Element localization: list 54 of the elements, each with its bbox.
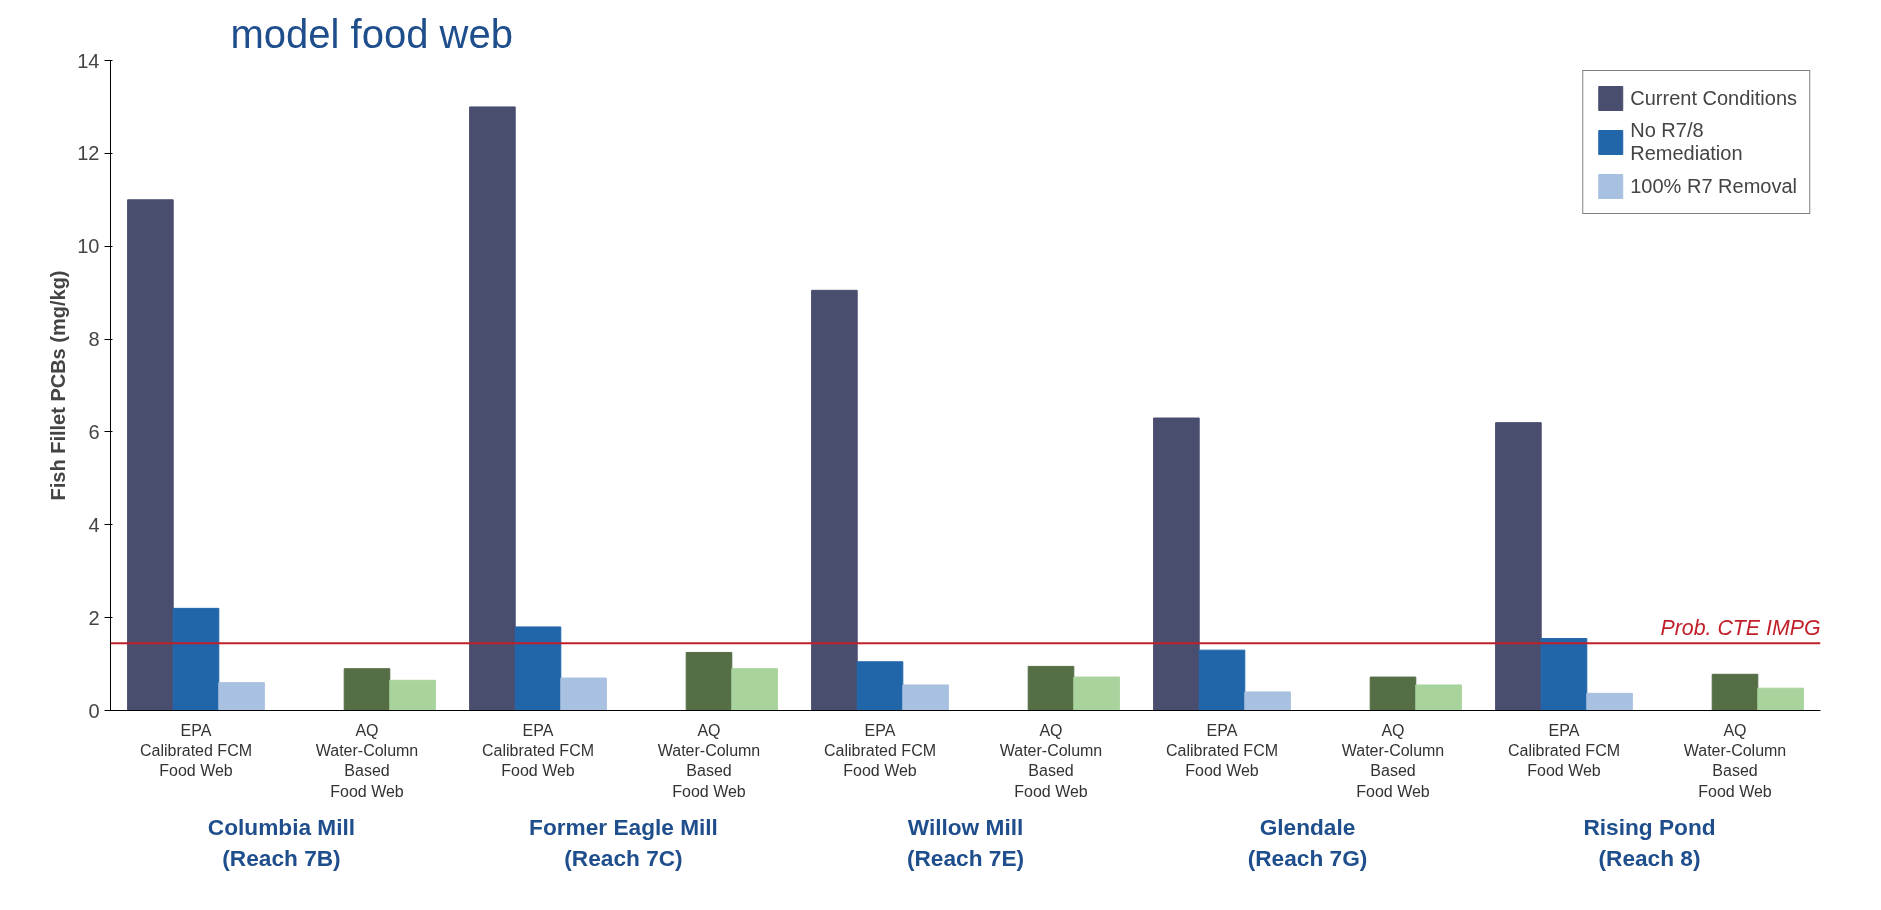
y-tick-label: 8 (88, 328, 100, 351)
y-tick-label: 6 (88, 420, 100, 443)
bar (856, 661, 904, 711)
y-tick-label: 0 (88, 699, 100, 722)
legend-label: Current Conditions (1630, 86, 1797, 110)
bar (514, 626, 562, 711)
bar (1415, 684, 1462, 711)
bar (731, 668, 778, 711)
text: Willow Mill (Reach 7E) (906, 813, 1025, 871)
bar (218, 682, 265, 711)
chart-title: model food web (230, 11, 513, 56)
bar (389, 679, 436, 711)
x-tick-label: EPA Calibrated FCM Food Web (823, 721, 937, 780)
y-tick-label: 12 (77, 142, 100, 165)
bar (1540, 638, 1588, 711)
y-tick-label: 4 (88, 513, 100, 536)
legend-label: No R7/8 Remediation (1630, 119, 1743, 165)
bar (1153, 417, 1200, 711)
bar (1757, 687, 1804, 711)
y-tick-label: 10 (77, 235, 100, 258)
y-axis-title: Fish Fillet PCBs (mg/kg) (47, 270, 70, 501)
bar (1027, 665, 1075, 711)
x-tick-label: EPA Calibrated FCM Food Web (1507, 721, 1621, 780)
bar (1198, 649, 1246, 711)
bar (685, 651, 733, 711)
x-tick-label: AQ Water-Column Based Food Web (1683, 721, 1787, 800)
bar (1711, 673, 1759, 711)
bar (172, 607, 220, 711)
bar (1073, 676, 1120, 711)
text: Columbia Mill (Reach 7B) (207, 813, 356, 871)
x-tick-label: AQ Water-Column Based Food Web (1341, 721, 1445, 800)
x-tick-label: EPA Calibrated FCM Food Web (481, 721, 595, 780)
text: Rising Pond (Reach 8) (1583, 813, 1716, 871)
y-tick-label: 2 (88, 606, 100, 629)
bar (343, 668, 391, 711)
legend-label: 100% R7 Removal (1630, 174, 1797, 198)
bar (902, 684, 949, 711)
text: Former Eagle Mill (Reach 7C) (529, 813, 718, 871)
text: Glendale (Reach 7G) (1247, 813, 1368, 871)
bar (127, 199, 174, 711)
ref-line-label: Prob. CTE IMPG (1660, 616, 1821, 641)
bar (1495, 422, 1542, 711)
y-tick-label: 14 (77, 49, 100, 72)
x-tick-label: EPA Calibrated FCM Food Web (139, 721, 253, 780)
x-tick-label: EPA Calibrated FCM Food Web (1165, 721, 1279, 780)
bar (1586, 692, 1633, 711)
bar (560, 677, 607, 711)
x-tick-label: AQ Water-Column Based Food Web (315, 721, 419, 800)
x-tick-label: AQ Water-Column Based Food Web (999, 721, 1103, 800)
bar (1369, 676, 1417, 711)
bar (811, 289, 858, 711)
bar (469, 106, 516, 711)
bar (1244, 691, 1291, 711)
x-tick-label: AQ Water-Column Based Food Web (657, 721, 761, 800)
